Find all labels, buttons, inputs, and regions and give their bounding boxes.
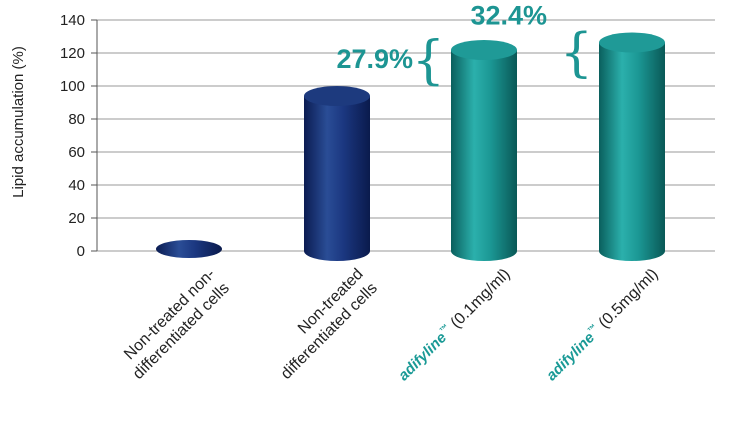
bar-4 (599, 32, 665, 261)
annotation-value: 27.9% (336, 44, 413, 74)
bar-1 (156, 240, 222, 258)
y-tick-label: 60 (68, 144, 85, 161)
category-label-4: adifyline™ (0.5mg/ml) (542, 265, 662, 385)
annotation-value: 32.4% (470, 1, 547, 31)
y-tick-label: 80 (68, 111, 85, 128)
bar-top (599, 32, 665, 53)
y-tick-label: 40 (68, 177, 85, 194)
category-label-1: Non-treated non-differentiated cells (121, 266, 233, 383)
y-tick-label: 140 (60, 12, 85, 29)
category-labels: Non-treated non-differentiated cells Non-… (121, 265, 662, 385)
annotations: {27.9% {32.4% (336, 1, 593, 91)
bar-top (451, 39, 517, 60)
category-label-text: adifyline™ (0.1mg/ml) (394, 265, 513, 384)
annotation-2: {32.4% (470, 1, 593, 84)
bar-2 (304, 86, 370, 261)
brace-icon: { (560, 24, 593, 84)
category-label-3: adifyline™ (0.1mg/ml) (394, 265, 514, 385)
bar-body (451, 49, 517, 262)
annotation-1: {27.9% (336, 31, 445, 91)
bar-top (304, 86, 370, 106)
y-tick-label: 20 (68, 210, 85, 227)
y-tick-label: 120 (60, 45, 85, 62)
y-axis: 0 20 40 60 80 100 120 140 (60, 12, 98, 260)
gridlines (97, 19, 715, 252)
bars (156, 32, 665, 262)
bar-3 (451, 39, 517, 262)
brace-icon: { (412, 31, 445, 91)
y-tick-label: 100 (60, 78, 85, 95)
bar-disc (156, 240, 222, 258)
category-label-text: adifyline™ (0.5mg/ml) (542, 265, 661, 384)
bar-body (599, 42, 665, 261)
y-tick-label: 0 (77, 243, 85, 260)
y-axis-label: Lipid accumulation (%) (10, 46, 27, 198)
bar-body (304, 96, 370, 261)
